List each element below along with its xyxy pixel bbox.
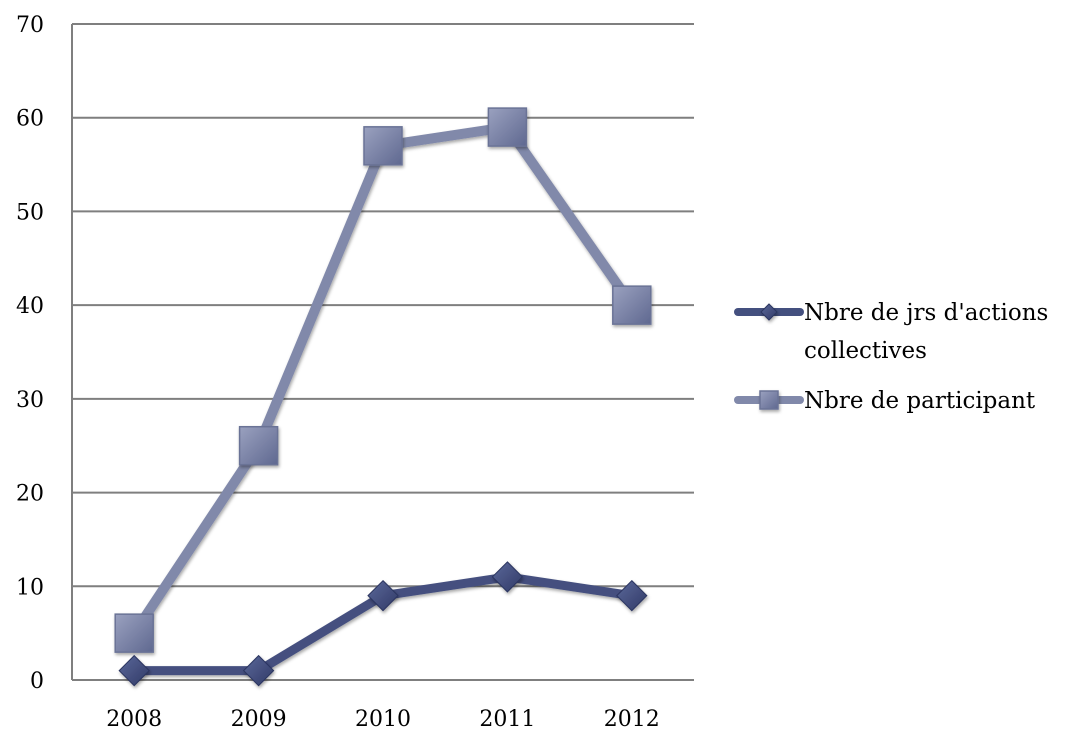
gridlines <box>72 23 694 588</box>
data-point <box>242 654 275 687</box>
legend-marker <box>759 390 779 410</box>
y-tick-label: 60 <box>16 107 44 132</box>
legend-label: Nbre de participant <box>804 388 1036 414</box>
x-tick-label: 2008 <box>106 707 162 730</box>
data-point <box>612 285 652 325</box>
series-line <box>129 122 637 639</box>
data-point <box>114 613 154 653</box>
axes <box>71 24 694 681</box>
y-tick-label: 30 <box>16 388 44 413</box>
legend-label: Nbre de jrs d'actions <box>804 300 1048 326</box>
data-point <box>616 579 648 612</box>
x-tick-label: 2010 <box>355 707 411 730</box>
data-point <box>487 107 528 147</box>
series-group <box>114 107 652 687</box>
series-1 <box>118 561 648 687</box>
y-tick-label: 40 <box>16 294 44 319</box>
y-tick-label: 0 <box>30 669 44 694</box>
x-axis-ticks: 2008 2009 2010 2011 2012 <box>106 707 660 730</box>
x-tick-label: 2011 <box>479 707 535 730</box>
y-tick-label: 50 <box>16 200 44 225</box>
legend-entry: Nbre de participant <box>734 388 1036 414</box>
x-tick-label: 2009 <box>231 707 287 730</box>
legend-entry: Nbre de jrs d'actions collectives <box>734 300 1048 364</box>
y-tick-label: 70 <box>16 13 44 38</box>
data-point <box>367 579 399 612</box>
y-tick-label: 10 <box>16 575 44 600</box>
data-point <box>363 126 403 166</box>
legend-label: collectives <box>804 338 927 364</box>
series-2 <box>114 107 652 653</box>
y-axis-ticks: 0 10 20 30 40 50 60 70 <box>16 13 44 694</box>
data-point <box>118 654 150 687</box>
data-point <box>238 425 279 466</box>
x-tick-label: 2012 <box>604 707 660 730</box>
legend-marker <box>760 303 778 321</box>
data-point <box>491 561 524 593</box>
y-tick-label: 20 <box>16 482 44 507</box>
